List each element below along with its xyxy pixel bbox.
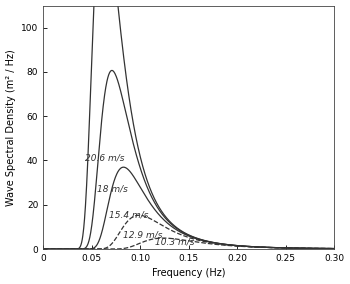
Text: 12.9 m/s: 12.9 m/s xyxy=(123,230,162,239)
Text: 20.6 m/s: 20.6 m/s xyxy=(85,154,125,163)
Text: 18 m/s: 18 m/s xyxy=(97,185,127,194)
Text: 15.4 m/s: 15.4 m/s xyxy=(109,210,149,219)
X-axis label: Frequency (Hz): Frequency (Hz) xyxy=(152,268,225,278)
Y-axis label: Wave Spectral Density (m² / Hz): Wave Spectral Density (m² / Hz) xyxy=(6,49,15,206)
Text: 10.3 m/s: 10.3 m/s xyxy=(155,237,194,247)
